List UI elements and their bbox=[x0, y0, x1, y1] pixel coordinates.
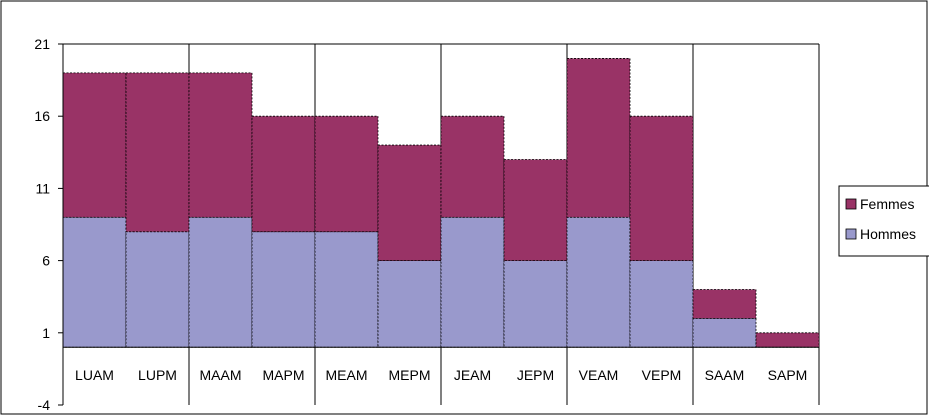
legend-swatch-femmes bbox=[845, 198, 857, 210]
x-tick-label: JEPM bbox=[517, 367, 554, 383]
bar-hommes-mepm bbox=[377, 260, 442, 348]
y-axis: 21 16 11 6 1 -4 bbox=[34, 36, 64, 413]
x-tick-label: SAAM bbox=[705, 367, 745, 383]
y-tick-label: 6 bbox=[42, 253, 50, 269]
bar-hommes-veam bbox=[566, 216, 631, 348]
x-tick-label: MAAM bbox=[200, 367, 242, 383]
bar-hommes-lupm bbox=[125, 231, 190, 348]
legend-label-femmes: Femmes bbox=[860, 196, 914, 212]
bar-femmes-saam bbox=[692, 289, 757, 319]
bar-hommes-mapm bbox=[251, 231, 316, 348]
bar-femmes-sapm bbox=[755, 332, 820, 348]
legend-box bbox=[838, 185, 929, 257]
legend-swatch-hommes bbox=[845, 228, 857, 240]
y-tick-label: 11 bbox=[35, 180, 50, 196]
bar-femmes-meam bbox=[314, 115, 379, 233]
bars-group bbox=[62, 58, 820, 348]
bar-hommes-jepm bbox=[503, 260, 568, 348]
bar-femmes-vepm bbox=[629, 115, 694, 261]
bar-hommes-maam bbox=[188, 216, 253, 348]
bar-femmes-mapm bbox=[251, 115, 316, 233]
bar-femmes-jepm bbox=[503, 159, 568, 262]
y-tick-label: 16 bbox=[34, 108, 50, 124]
x-tick-label: SAPM bbox=[768, 367, 808, 383]
x-tick-label: LUAM bbox=[75, 367, 114, 383]
x-tick-label: MAPM bbox=[263, 367, 305, 383]
legend: Femmes Hommes bbox=[838, 185, 929, 257]
y-tick-label: 21 bbox=[34, 36, 50, 52]
bar-femmes-mepm bbox=[377, 144, 442, 261]
bar-hommes-meam bbox=[314, 231, 379, 348]
x-tick-label: LUPM bbox=[138, 367, 177, 383]
bar-femmes-lupm bbox=[125, 72, 190, 233]
x-tick-label: MEAM bbox=[326, 367, 368, 383]
bar-hommes-luam bbox=[62, 216, 127, 348]
bar-hommes-jeam bbox=[440, 216, 505, 348]
x-tick-label: JEAM bbox=[454, 367, 491, 383]
x-axis: LUAM LUPM MAAM MAPM MEAM MEPM JEAM JEPM VEAM VEPM… bbox=[63, 346, 819, 383]
x-tick-label: MEPM bbox=[389, 367, 431, 383]
y-tick-label: 1 bbox=[42, 325, 50, 341]
bar-hommes-saam bbox=[692, 317, 757, 348]
x-tick-label: VEAM bbox=[579, 367, 619, 383]
bar-femmes-veam bbox=[566, 58, 631, 218]
x-tick-label: VEPM bbox=[642, 367, 682, 383]
bar-femmes-jeam bbox=[440, 115, 505, 218]
bar-femmes-maam bbox=[188, 72, 253, 218]
legend-label-hommes: Hommes bbox=[860, 226, 916, 242]
y-tick-label: -4 bbox=[38, 397, 51, 413]
bar-hommes-vepm bbox=[629, 260, 694, 348]
bar-femmes-luam bbox=[62, 72, 127, 218]
